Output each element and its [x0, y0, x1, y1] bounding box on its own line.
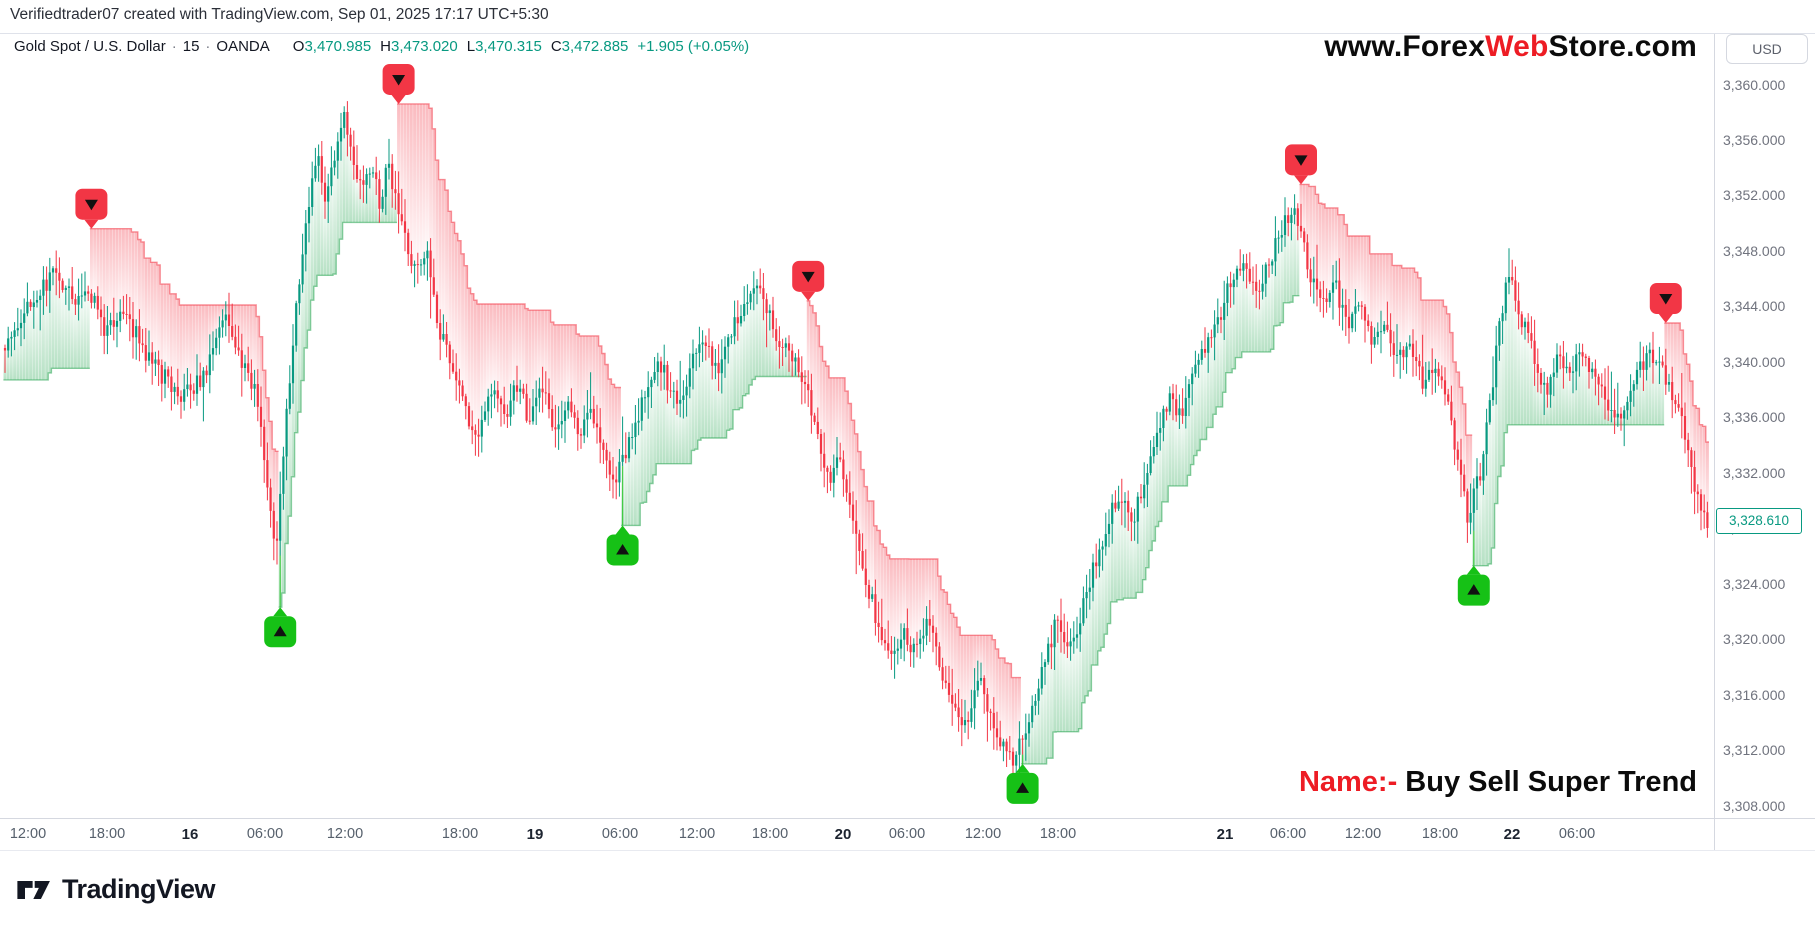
time-axis-bottom-divider	[0, 850, 1815, 851]
buy-signal-marker	[1006, 754, 1039, 804]
time-tick-label: 20	[834, 826, 852, 843]
time-tick-label: 06:00	[1558, 826, 1596, 842]
indicator-name-text: Buy Sell Super Trend	[1397, 766, 1697, 798]
price-tick-label: 3,344.000	[1723, 298, 1786, 315]
price-tick-label: 3,340.000	[1723, 353, 1786, 370]
creator-attribution: Verifiedtrader07 created with TradingVie…	[10, 6, 549, 23]
price-axis[interactable]: 3,360.000 3,356.000 3,352.000 3,348.000 3,34…	[0, 0, 1815, 850]
time-tick-label: 06:00	[1269, 826, 1307, 842]
buy-signal-marker	[606, 466, 639, 566]
ohlc-value: 3,472.885	[561, 38, 629, 55]
tradingview-logo-text: TradingView	[62, 874, 216, 904]
ohlc-values: O3,470.985 H3,473.020 L3,470.315 C3,472.885	[284, 38, 629, 55]
price-tick-label: 3,352.000	[1723, 187, 1786, 204]
time-tick-label: 06:00	[601, 826, 639, 842]
ohlc-value: 3,473.020	[391, 38, 458, 55]
indicator-name-prefix: Name:-	[1298, 766, 1398, 798]
header-separator-dot: ·	[171, 38, 177, 55]
time-tick-label: 18:00	[751, 826, 789, 842]
time-tick-label: 16	[181, 826, 199, 843]
price-tick-label: 3,312.000	[1723, 742, 1786, 759]
time-tick-label: 18:00	[1039, 826, 1077, 842]
time-tick-label: 06:00	[246, 826, 284, 842]
time-axis[interactable]: 12:00 18:00 16 06:00 12:00 18:00 19 06:00 12:00 1…	[0, 818, 1815, 850]
symbol-title[interactable]: Gold Spot / U.S. Dollar	[14, 38, 166, 55]
price-tick-label: 3,336.000	[1723, 409, 1786, 426]
sell-signal-marker	[75, 188, 108, 229]
time-tick-label: 21	[1216, 826, 1234, 843]
price-chart-canvas[interactable]	[0, 0, 1714, 850]
currency-button-label: USD	[1752, 41, 1782, 57]
signals-layer	[75, 63, 1682, 804]
forexwebstore-watermark: www.ForexWebStore.com	[1324, 30, 1697, 63]
time-tick-label: 06:00	[888, 826, 926, 842]
time-tick-label: 12:00	[1344, 826, 1382, 842]
ohlc-label: L	[466, 38, 476, 55]
price-tick-label: 3,308.000	[1723, 797, 1786, 814]
time-tick-label: 12:00	[678, 826, 716, 842]
ohlc-value: 3,470.985	[304, 38, 372, 55]
time-tick-label: 18:00	[88, 826, 126, 842]
time-tick-label: 22	[1503, 826, 1521, 843]
ohlc-label: O	[292, 38, 305, 55]
price-tick-label: 3,332.000	[1723, 464, 1786, 481]
price-tick-label: 3,316.000	[1723, 686, 1786, 703]
exchange-label: OANDA	[216, 38, 270, 55]
last-price-badge: 3,328.610	[1716, 507, 1802, 534]
buy-signal-marker	[264, 555, 297, 648]
time-tick-label: 12:00	[326, 826, 364, 842]
sell-signal-marker	[792, 260, 825, 301]
time-tick-label: 12:00	[9, 826, 47, 842]
symbol-header: Gold Spot / U.S. Dollar · 15 · OANDA O3,470.9…	[14, 38, 749, 55]
price-tick-label: 3,360.000	[1723, 76, 1786, 93]
ohlc-label: H	[380, 38, 392, 55]
tradingview-logo-icon	[16, 875, 52, 905]
indicator-name-label: Name:- Buy Sell Super Trend	[1299, 766, 1697, 799]
price-tick-label: 3,320.000	[1723, 631, 1786, 648]
buy-signal-marker	[1457, 530, 1490, 606]
top-divider	[0, 33, 1815, 34]
sell-signal-marker	[382, 63, 415, 104]
change-value: +1.905 (+0.05%)	[637, 38, 750, 55]
sell-signal-marker	[1285, 144, 1317, 185]
supertrend-layer	[3, 103, 1709, 766]
price-tick-label: 3,324.000	[1723, 575, 1786, 592]
time-tick-label: 12:00	[964, 826, 1002, 842]
price-tick-label: 3,348.000	[1723, 242, 1786, 259]
interval-label[interactable]: 15	[182, 38, 200, 55]
time-tick-label: 18:00	[441, 826, 479, 842]
header-separator-dot: ·	[205, 38, 211, 55]
ohlc-value: 3,470.315	[475, 38, 542, 55]
time-tick-label: 18:00	[1421, 826, 1459, 842]
sell-signal-marker	[1649, 283, 1682, 324]
tradingview-logo[interactable]: TradingView	[16, 874, 216, 905]
time-tick-label: 19	[526, 826, 544, 843]
candles-layer	[3, 101, 1709, 787]
ohlc-label: C	[550, 38, 562, 55]
currency-button[interactable]: USD	[1726, 34, 1808, 64]
price-axis-separator	[1714, 34, 1715, 850]
time-axis-divider	[0, 818, 1815, 819]
price-tick-label: 3,356.000	[1723, 131, 1786, 148]
